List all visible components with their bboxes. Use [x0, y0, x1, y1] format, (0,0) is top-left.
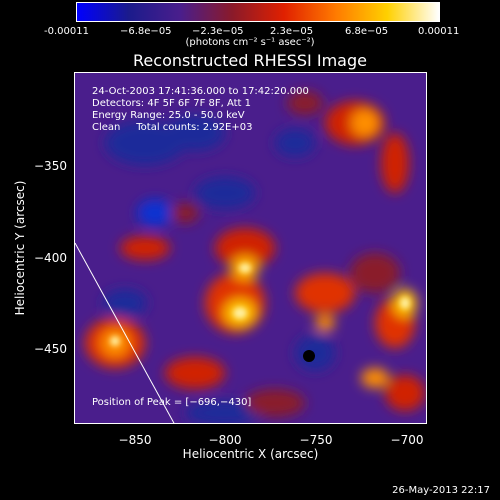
timestamp: 26-May-2013 22:17 — [392, 485, 490, 496]
colorbar-tick-label: 0.00011 — [418, 26, 460, 37]
x-tick-label: −850 — [118, 433, 152, 447]
y-tick-label: −450 — [34, 342, 67, 356]
clean-counts-text: Clean Total counts: 2.92E+03 — [92, 122, 253, 133]
y-tick-label: −400 — [34, 251, 67, 265]
image-title: Reconstructed RHESSI Image — [133, 51, 367, 70]
x-tick-label: −700 — [390, 433, 424, 447]
colorbar — [76, 2, 440, 22]
colorbar-tick-label: -0.00011 — [44, 26, 89, 37]
x-tick-label: −800 — [208, 433, 242, 447]
detectors-text: Detectors: 4F 5F 6F 7F 8F, Att 1 — [92, 98, 252, 109]
y-tick-label: −350 — [34, 159, 67, 173]
solar-limb-line — [75, 242, 175, 423]
time-range-text: 24-Oct-2003 17:41:36.000 to 17:42:20.000 — [92, 86, 309, 97]
colorbar-units: (photons cm⁻² s⁻¹ asec⁻²) — [185, 37, 315, 48]
colorbar-tick-label: −2.3e−05 — [192, 26, 244, 37]
peak-position-text: Position of Peak = [−696,−430] — [92, 397, 252, 408]
colorbar-tick-label: 6.8e−05 — [345, 26, 389, 37]
x-tick-label: −750 — [299, 433, 333, 447]
x-axis-label: Heliocentric X (arcsec) — [182, 447, 319, 461]
solar-image — [74, 72, 427, 424]
energy-range-text: Energy Range: 25.0 - 50.0 keV — [92, 110, 245, 121]
colorbar-tick-label: −6.8e−05 — [120, 26, 172, 37]
colorbar-tick-label: 2.3e−05 — [270, 26, 314, 37]
y-axis-label: Heliocentric Y (arcsec) — [13, 180, 27, 316]
solar-image-svg — [75, 91, 425, 423]
